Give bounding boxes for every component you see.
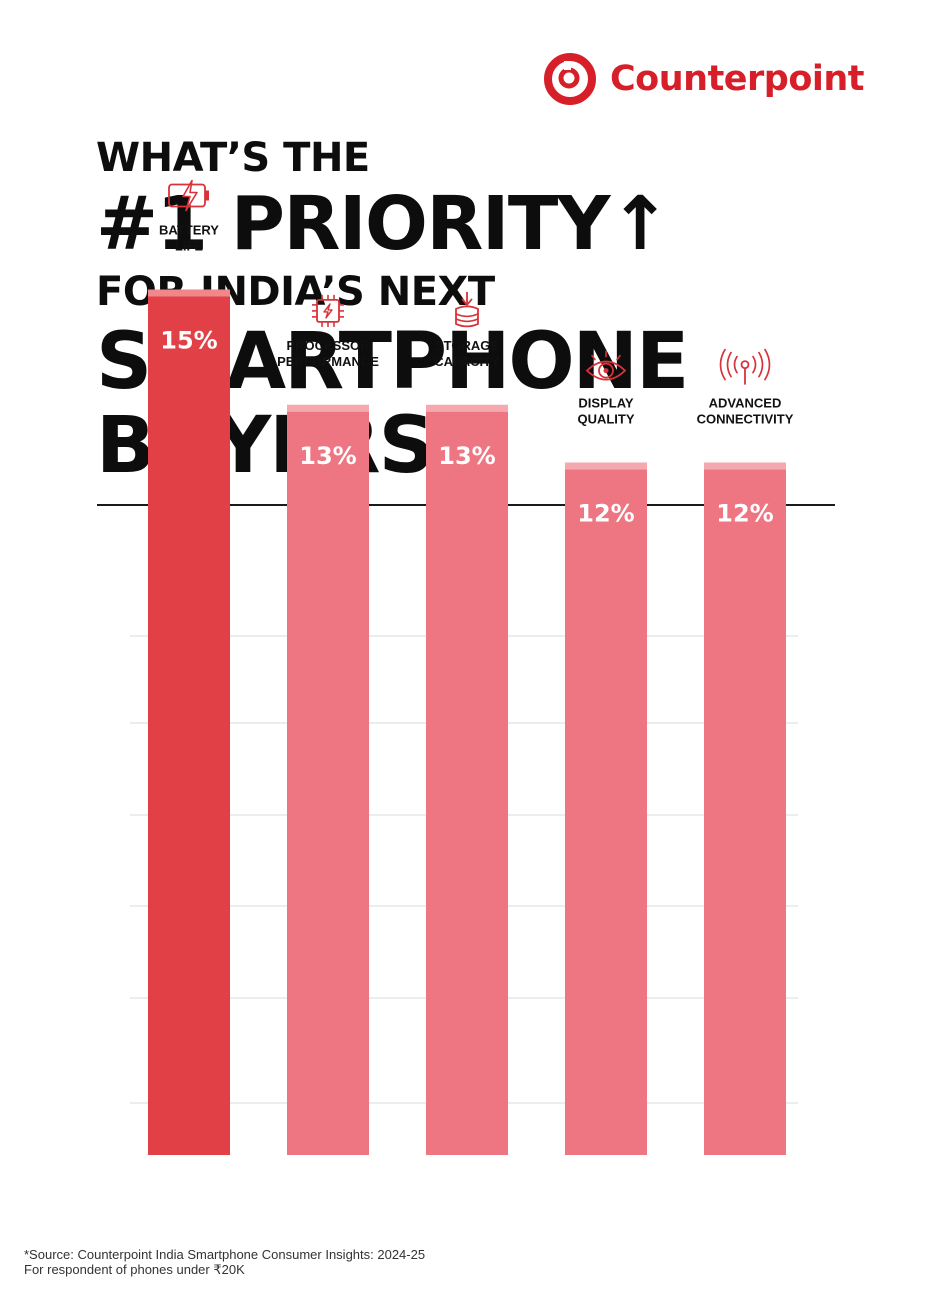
value-label: 13% — [299, 442, 356, 470]
category-label: STORAGE — [435, 338, 499, 353]
brand-name: Counterpoint — [610, 59, 865, 99]
category-label: BATTERY — [159, 223, 219, 238]
brand-logo: Counterpoint — [542, 50, 865, 108]
headline-line-1: WHAT’S THE — [96, 135, 370, 181]
category-label: DISPLAY — [578, 396, 633, 411]
source-line-2: For respondent of phones under ₹20K — [24, 1262, 245, 1277]
bar — [565, 462, 647, 1156]
source-line-1: *Source: Counterpoint India Smartphone C… — [24, 1247, 426, 1262]
bar-cap — [565, 462, 647, 470]
value-label: 12% — [716, 500, 773, 528]
storage-database-icon — [455, 291, 479, 328]
value-label: 13% — [438, 442, 495, 470]
value-label: 15% — [160, 327, 217, 355]
bar — [426, 404, 508, 1155]
eye-icon — [585, 350, 627, 381]
bar-cap — [426, 404, 508, 412]
bar-cap — [704, 462, 786, 470]
processor-chip-icon — [312, 294, 344, 327]
source-note: *Source: Counterpoint India Smartphone C… — [24, 1247, 425, 1277]
signal-antenna-icon — [719, 348, 771, 385]
category-label: PERFORMANCE — [277, 354, 379, 369]
battery-charging-icon — [168, 179, 209, 212]
value-label: 12% — [577, 500, 634, 528]
counterpoint-logo-icon — [544, 53, 596, 105]
bar — [148, 289, 230, 1155]
category-label: LIFE — [175, 239, 203, 254]
category-label: ADVANCED — [709, 396, 782, 411]
bar — [287, 404, 369, 1155]
bar-cap — [287, 404, 369, 412]
category-label: CONNECTIVITY — [697, 412, 794, 427]
category-label: CAPACITY — [434, 354, 500, 369]
category-label: PROCESSOR — [286, 338, 370, 353]
category-label: QUALITY — [577, 412, 634, 427]
bar-cap — [148, 289, 230, 297]
bar — [704, 462, 786, 1156]
